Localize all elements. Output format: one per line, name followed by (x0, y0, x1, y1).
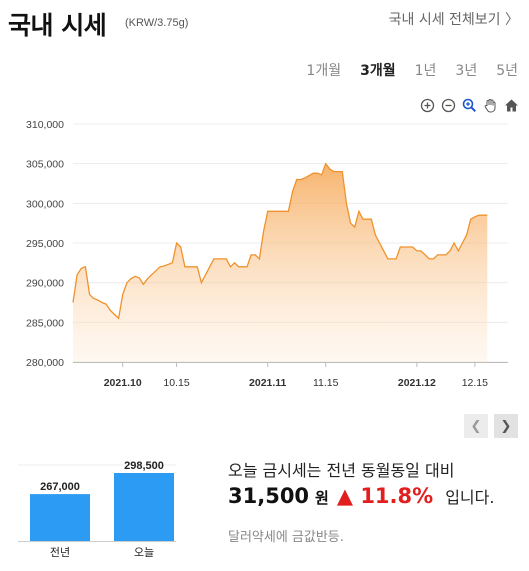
x-tick-label: 12.15 (462, 377, 488, 389)
comparison-bar-chart: 267,000 전년 298,500 오늘 (18, 460, 176, 559)
y-tick-label: 295,000 (26, 238, 64, 250)
y-tick-label: 280,000 (26, 357, 64, 369)
bar-category-label: 오늘 (134, 546, 154, 559)
page-title: 국내 시세 (8, 11, 107, 40)
summary-tail: 입니다. (445, 488, 495, 507)
home-icon[interactable] (504, 98, 519, 113)
x-tick-label: 2021.11 (249, 377, 287, 389)
x-axis: 2021.10 10.15 2021.11 11.15 2021.12 12.15 (73, 362, 508, 389)
tab-1-month[interactable]: 1개월 (306, 63, 342, 79)
zoom-in-icon[interactable] (420, 98, 435, 113)
difference-amount: 31,500 (228, 484, 310, 508)
price-chart[interactable]: 310,000 305,000 300,000 295,000 290,000 285,0… (0, 112, 529, 402)
bar-value-label: 298,500 (124, 460, 164, 472)
period-tabs: 1개월 3개월 1년 3년 5년 (306, 60, 518, 80)
price-line (72, 162, 488, 320)
market-note: 달러약세에 금값반등. (228, 530, 344, 545)
y-tick-label: 300,000 (26, 198, 64, 210)
summary-figure: 31,500 원 ▲ 11.8% 입니다. (228, 484, 494, 508)
comparison-bar (30, 494, 90, 541)
tab-1-year[interactable]: 1년 (414, 63, 437, 79)
x-tick-label: 11.15 (313, 377, 339, 389)
tab-3-month[interactable]: 3개월 (360, 63, 396, 79)
chart-next-button[interactable]: ❯ (494, 414, 518, 438)
pan-hand-icon[interactable] (483, 98, 498, 113)
view-all-link[interactable]: 국내 시세 전체보기 〉 (388, 12, 519, 28)
y-tick-label: 310,000 (26, 119, 64, 131)
chart-prev-button[interactable]: ❮ (464, 414, 488, 438)
chart-toolbar (420, 98, 519, 113)
comparison-bar (114, 473, 174, 541)
y-tick-label: 285,000 (26, 317, 64, 329)
change-percent: ▲ 11.8% (336, 484, 434, 508)
summary-sentence: 오늘 금시세는 전년 동월동일 대비 (228, 461, 455, 480)
x-tick-label: 10.15 (163, 377, 189, 389)
tab-3-year[interactable]: 3년 (455, 63, 478, 79)
zoom-out-icon[interactable] (441, 98, 456, 113)
x-tick-label: 2021.10 (104, 377, 142, 389)
x-tick-label: 2021.12 (398, 377, 436, 389)
price-area (73, 163, 488, 362)
bar-category-label: 전년 (50, 546, 70, 559)
tab-5-year[interactable]: 5년 (496, 63, 518, 79)
magnifier-icon[interactable] (462, 98, 477, 113)
y-tick-label: 290,000 (26, 278, 64, 290)
unit-label: (KRW/3.75g) (125, 17, 189, 29)
y-tick-label: 305,000 (26, 159, 64, 171)
currency-unit: 원 (315, 489, 329, 507)
bar-value-label: 267,000 (40, 481, 80, 493)
y-axis: 310,000 305,000 300,000 295,000 290,000 285,0… (26, 119, 64, 369)
